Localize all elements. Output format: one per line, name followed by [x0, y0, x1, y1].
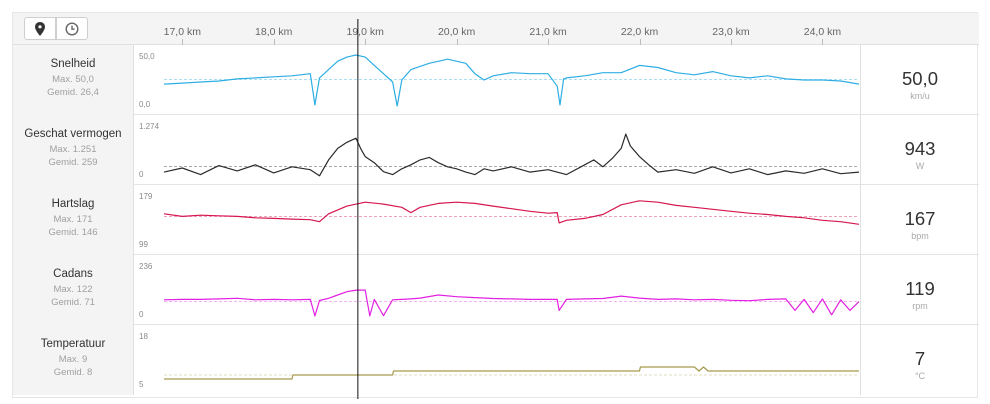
y-axis-bottom-label: 99: [139, 240, 148, 249]
current-value-unit: rpm: [912, 301, 928, 311]
distance-tick-label: 21,0 km: [529, 26, 567, 38]
distance-tick-label: 20,0 km: [437, 26, 476, 38]
current-value: 943: [904, 138, 936, 159]
metric-label: Geschat vermogen Max. 1.251 Gemid. 259: [13, 115, 134, 185]
current-value: 119: [905, 278, 935, 299]
metric-row-power: Geschat vermogen Max. 1.251 Gemid. 259 1.27…: [13, 115, 979, 185]
current-value-unit: °C: [914, 371, 926, 381]
distance-tick-label: 24,0 km: [803, 26, 842, 38]
activity-analysis-panel: 17,0 km 18,0 km 19,0 km 20,0 km 21,0 km 22,0 …: [12, 12, 979, 399]
metric-average: Gemid. 26,4: [47, 87, 99, 98]
map-pin-icon: [35, 21, 45, 36]
metric-average: Gemid. 146: [48, 227, 98, 238]
metric-row-heart: Hartslag Max. 171 Gemid. 146 179 99 167 bpm: [13, 185, 979, 255]
metric-title: Cadans: [53, 268, 93, 280]
distance-tick-label: 19,0 km: [346, 26, 384, 38]
distance-tick-label: 23,0 km: [712, 26, 750, 38]
distance-tick-mark: [456, 39, 458, 45]
distance-tick-mark: [273, 39, 275, 45]
distance-tick-label: 18,0 km: [255, 26, 293, 38]
metric-title: Hartslag: [51, 198, 95, 210]
y-axis-bottom-label: 5: [139, 380, 144, 389]
current-value-unit: km/u: [910, 91, 930, 101]
metric-label: Cadans Max. 122 Gemid. 71: [13, 255, 134, 325]
y-axis-bottom-label: 0,0: [139, 100, 151, 109]
metric-title: Temperatuur: [40, 338, 106, 350]
distance-tick-mark: [548, 39, 550, 45]
series-line-cadence: [163, 289, 860, 317]
metric-row-cadence: Cadans Max. 122 Gemid. 71 236 0 119 rpm: [13, 255, 979, 325]
metric-max: Max. 171: [53, 214, 93, 225]
current-value-box: 943 W: [860, 115, 979, 185]
metric-max: Max. 50,0: [52, 74, 94, 85]
metric-plots[interactable]: [13, 13, 979, 399]
metric-average: Gemid. 8: [53, 367, 93, 378]
current-value-unit: bpm: [911, 231, 929, 241]
current-value-box: 119 rpm: [860, 255, 979, 325]
metric-label: Snelheid Max. 50,0 Gemid. 26,4: [13, 45, 134, 115]
current-value-box: 167 bpm: [860, 185, 979, 255]
y-axis-bottom-label: 0: [139, 310, 144, 319]
metric-average: Gemid. 259: [48, 157, 98, 168]
metric-max: Max. 9: [58, 354, 88, 365]
map-mode-button[interactable]: [24, 17, 56, 40]
series-line-heart: [163, 200, 860, 225]
chart-toolbar: 17,0 km 18,0 km 19,0 km 20,0 km 21,0 km 22,0 …: [13, 13, 979, 45]
distance-tick-mark: [730, 39, 732, 45]
metric-row-speed: Snelheid Max. 50,0 Gemid. 26,4 50,0 0,0 50,0 k…: [13, 45, 979, 115]
metric-average: Gemid. 71: [51, 297, 95, 308]
series-line-speed: [163, 54, 860, 107]
y-axis-top-label: 179: [139, 192, 153, 201]
distance-tick-label: 22,0 km: [620, 26, 659, 38]
y-axis-top-label: 1.274: [139, 122, 160, 131]
y-axis-bottom-label: 0: [139, 170, 144, 179]
distance-tick-label: 17,0 km: [163, 26, 201, 38]
series-line-power: [163, 133, 860, 177]
metric-max: Max. 122: [53, 284, 93, 295]
metric-label: Temperatuur Max. 9 Gemid. 8: [13, 325, 134, 395]
distance-tick-mark: [822, 39, 824, 45]
metric-label: Hartslag Max. 171 Gemid. 146: [13, 185, 134, 255]
distance-tick-mark: [365, 39, 367, 45]
current-value: 7: [914, 348, 926, 369]
y-axis-top-label: 50,0: [139, 52, 155, 61]
distance-tick-mark: [639, 39, 641, 45]
metric-row-temperature: Temperatuur Max. 9 Gemid. 8 18 5 7 °C: [13, 325, 979, 395]
metric-title: Snelheid: [50, 58, 96, 70]
metric-title: Geschat vermogen: [24, 128, 122, 140]
current-value-box: 7 °C: [860, 325, 979, 395]
current-value: 167: [904, 208, 936, 229]
y-axis-top-label: 18: [139, 332, 148, 341]
distance-tick-mark: [182, 39, 184, 45]
metric-max: Max. 1.251: [49, 144, 97, 155]
time-mode-button[interactable]: [56, 17, 88, 40]
series-line-temperature: [164, 366, 859, 380]
clock-icon: [65, 21, 79, 36]
current-value: 50,0: [901, 68, 938, 89]
current-value-box: 50,0 km/u: [860, 45, 979, 115]
current-value-unit: W: [915, 161, 925, 171]
y-axis-top-label: 236: [139, 262, 153, 271]
